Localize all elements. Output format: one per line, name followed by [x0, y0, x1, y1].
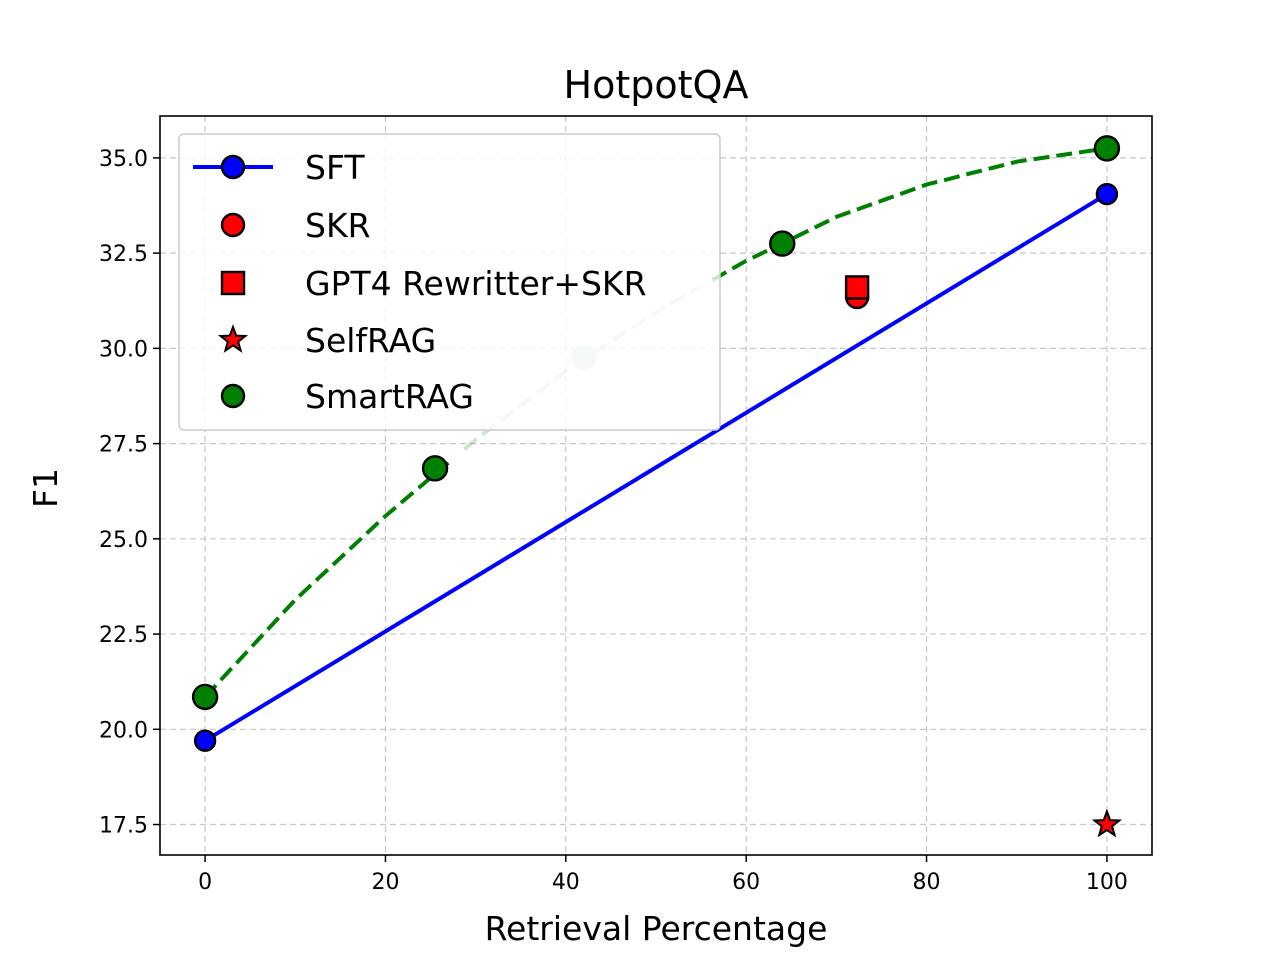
legend-label-smartrag: SmartRAG	[305, 377, 474, 416]
x-tick-label: 20	[371, 870, 399, 895]
smartrag-point	[421, 455, 449, 482]
legend-label-selfrag: SelfRAG	[305, 321, 436, 360]
y-tick-label: 20.0	[99, 718, 148, 743]
y-tick-label: 30.0	[99, 337, 148, 362]
sft-line	[204, 192, 1108, 743]
legend-marker-skr	[220, 212, 246, 238]
axes-frame	[159, 115, 1153, 856]
x-tick-label: 80	[913, 870, 941, 895]
smartrag-trend-curve	[203, 457, 455, 699]
y-tick-label: 22.5	[99, 623, 148, 648]
chart-title: HotpotQA	[564, 63, 749, 107]
x-tick-label: 0	[198, 870, 212, 895]
sft-point	[193, 729, 217, 752]
legend-marker-sft	[220, 154, 246, 180]
smartrag-point	[191, 683, 219, 711]
legend-marker-selfrag	[217, 324, 249, 353]
y-axis-label: F1	[26, 468, 65, 508]
x-tick-label: 40	[552, 870, 580, 895]
y-tick-label: 17.5	[99, 814, 148, 839]
x-tick-label: 60	[732, 870, 760, 895]
legend-label-sft: SFT	[305, 148, 365, 187]
legend-marker-smartrag	[220, 383, 246, 409]
y-tick-label: 32.5	[99, 242, 148, 267]
legend-label-gpt4-rewritter-skr: GPT4 Rewritter+SKR	[305, 264, 647, 303]
legend-box	[178, 133, 721, 431]
gpt4-rewritter-skr-point	[844, 275, 870, 300]
y-tick-label: 35.0	[99, 147, 148, 172]
legend: SFT SKR GPT4 Rewritter+SKR SelfRAG SmartRAG	[178, 133, 721, 431]
y-tick-label: 25.0	[99, 528, 148, 553]
legend-marker-gpt4-rewritter-skr	[220, 270, 246, 296]
ticks: 0 20 40 60 80 100 17.5 20.0 22.5 25.0 27.5 30.0 32.5…	[99, 147, 1128, 895]
x-axis-label: Retrieval Percentage	[485, 909, 828, 948]
y-tick-label: 27.5	[99, 433, 148, 458]
x-tick-label: 100	[1086, 870, 1128, 895]
smartrag-point	[769, 230, 796, 257]
smartrag-point	[1093, 135, 1121, 162]
smartrag-trend-curve	[711, 146, 1108, 282]
sft-point	[1095, 182, 1119, 206]
legend-label-skr: SKR	[305, 206, 371, 245]
selfrag-point	[1091, 808, 1122, 838]
